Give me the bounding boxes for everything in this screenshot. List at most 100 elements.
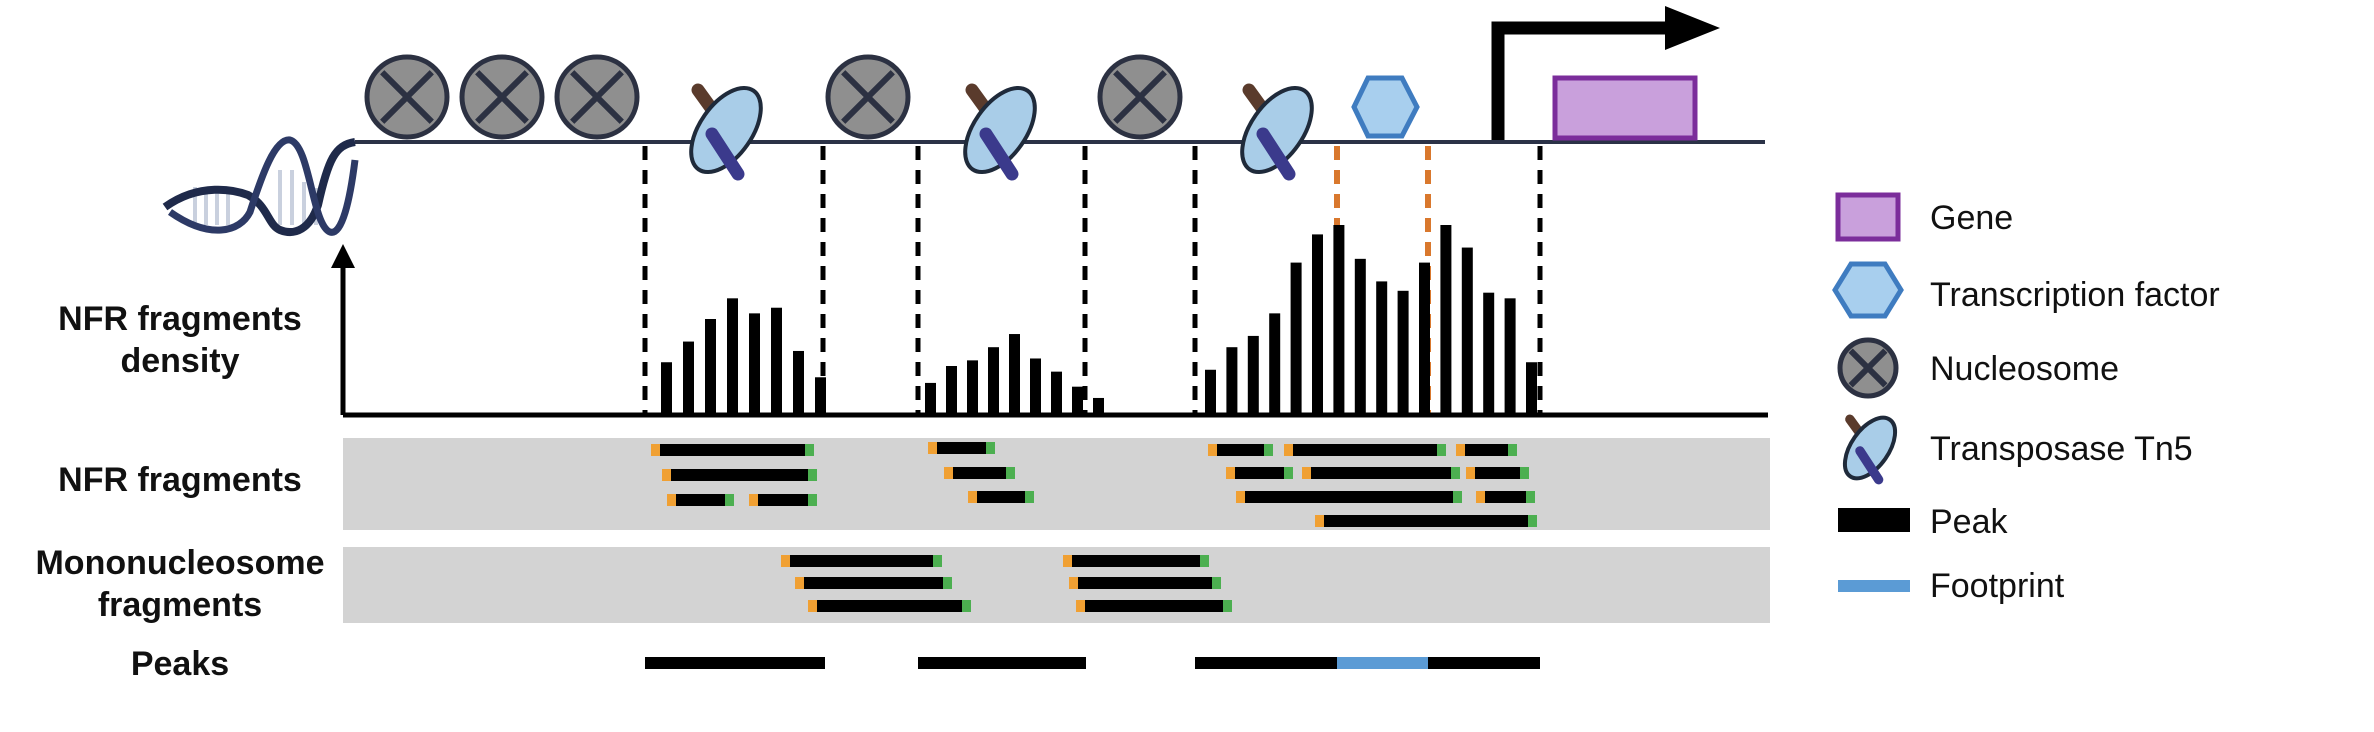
tn5-enzymes <box>689 83 1314 181</box>
fragment <box>1063 555 1209 567</box>
density-bar <box>1461 247 1473 413</box>
density-bar <box>705 319 716 413</box>
footprint-bar <box>1337 657 1428 669</box>
density-bar <box>967 360 978 413</box>
legend-footprint: Footprint <box>1838 567 2065 605</box>
density-histogram <box>661 225 1537 413</box>
density-bar <box>1009 334 1020 413</box>
density-bar <box>771 307 782 413</box>
fragment <box>1476 491 1535 503</box>
density-bar <box>1269 313 1281 413</box>
legend-tf: Transcription factor <box>1832 261 2220 319</box>
density-bar <box>925 382 936 413</box>
density-bar <box>988 347 999 413</box>
fragment <box>928 442 995 454</box>
density-bar <box>1290 262 1302 413</box>
density-bar <box>793 350 804 413</box>
fragment <box>1236 491 1462 503</box>
fragment <box>1302 467 1460 479</box>
density-bar <box>683 341 694 413</box>
density-bar <box>1051 371 1062 413</box>
density-label-line1: NFR fragments <box>58 300 302 338</box>
nucleosome-icon <box>364 54 450 140</box>
density-bar <box>1504 298 1516 413</box>
fragment <box>1226 467 1293 479</box>
fragment <box>795 577 952 589</box>
tss-arrow-icon <box>1491 6 1720 140</box>
legend-gene-label: Gene <box>1930 199 2013 237</box>
density-bar <box>1354 258 1366 413</box>
mononucleosome-track <box>343 547 1770 623</box>
nucleosome-icon <box>1837 337 1899 399</box>
tn5-icon <box>1842 414 1898 485</box>
fragment <box>1076 600 1232 612</box>
density-bar <box>661 362 672 413</box>
density-bar <box>1419 262 1430 413</box>
legend-nucleosome-label: Nucleosome <box>1930 350 2119 388</box>
density-bar <box>749 313 760 413</box>
fragment <box>667 494 734 506</box>
nfr-fragments-label: NFR fragments <box>58 461 302 499</box>
legend-nucleosome: Nucleosome <box>1837 337 2119 399</box>
transcription-factor-icon <box>1832 261 1904 319</box>
density-bar <box>1093 397 1104 413</box>
density-bar <box>1333 225 1345 413</box>
fragment <box>651 444 814 456</box>
transcription-factor-icon <box>1351 75 1420 139</box>
density-bar <box>1247 335 1259 413</box>
legend-tn5-label: Transposase Tn5 <box>1930 430 2193 468</box>
density-bar <box>1376 281 1388 413</box>
nucleosome-icon <box>459 54 545 140</box>
nucleosome-icon <box>554 54 640 140</box>
density-bar <box>1312 234 1323 413</box>
legend-tn5: Transposase Tn5 <box>1842 414 2193 485</box>
fragments <box>651 442 1537 612</box>
nucleosome-icon <box>1097 54 1183 140</box>
legend-gene: Gene <box>1835 192 2013 242</box>
peak-bar <box>645 657 825 669</box>
peak-bar <box>918 657 1086 669</box>
fragment <box>1315 515 1537 527</box>
fragment <box>808 600 971 612</box>
density-axis <box>331 244 1768 418</box>
density-bar <box>946 366 957 413</box>
dna-helix-icon <box>162 136 359 236</box>
density-bar <box>1440 225 1452 413</box>
nucleosome-icon <box>825 54 911 140</box>
gene-icon <box>1552 75 1698 141</box>
fragment <box>1208 444 1273 456</box>
peak-swatch <box>1838 508 1910 532</box>
fragment <box>749 494 817 506</box>
density-bar <box>815 377 826 413</box>
gene-icon <box>1835 192 1901 242</box>
fragment <box>662 469 817 481</box>
footprint-swatch <box>1838 580 1910 592</box>
density-bar <box>1483 292 1495 413</box>
mono-label-line2: fragments <box>98 586 262 624</box>
peaks-track <box>645 657 1540 669</box>
density-bar <box>727 298 738 413</box>
fragment <box>1456 444 1517 456</box>
nfr-track <box>343 438 1770 530</box>
peaks-label: Peaks <box>131 645 229 683</box>
fragment <box>944 467 1015 479</box>
fragment <box>1284 444 1446 456</box>
density-label-line2: density <box>120 342 239 380</box>
fragment <box>781 555 942 567</box>
mono-label-line1: Mononucleosome <box>35 544 324 582</box>
legend-tf-label: Transcription factor <box>1930 276 2220 314</box>
fragment <box>968 491 1034 503</box>
density-bar <box>1226 347 1238 413</box>
fragment <box>1466 467 1529 479</box>
legend: Gene Transcription factor Nucleosome Tra… <box>1832 192 2220 605</box>
legend-peak-label: Peak <box>1930 503 2008 541</box>
density-bar <box>1030 358 1041 413</box>
density-bar <box>1205 369 1216 413</box>
density-bar <box>1072 386 1083 413</box>
legend-footprint-label: Footprint <box>1930 567 2065 605</box>
tn5-icon <box>963 83 1037 181</box>
legend-peak: Peak <box>1838 503 2008 541</box>
nucleosomes <box>364 54 1183 140</box>
density-bar <box>1397 290 1409 413</box>
